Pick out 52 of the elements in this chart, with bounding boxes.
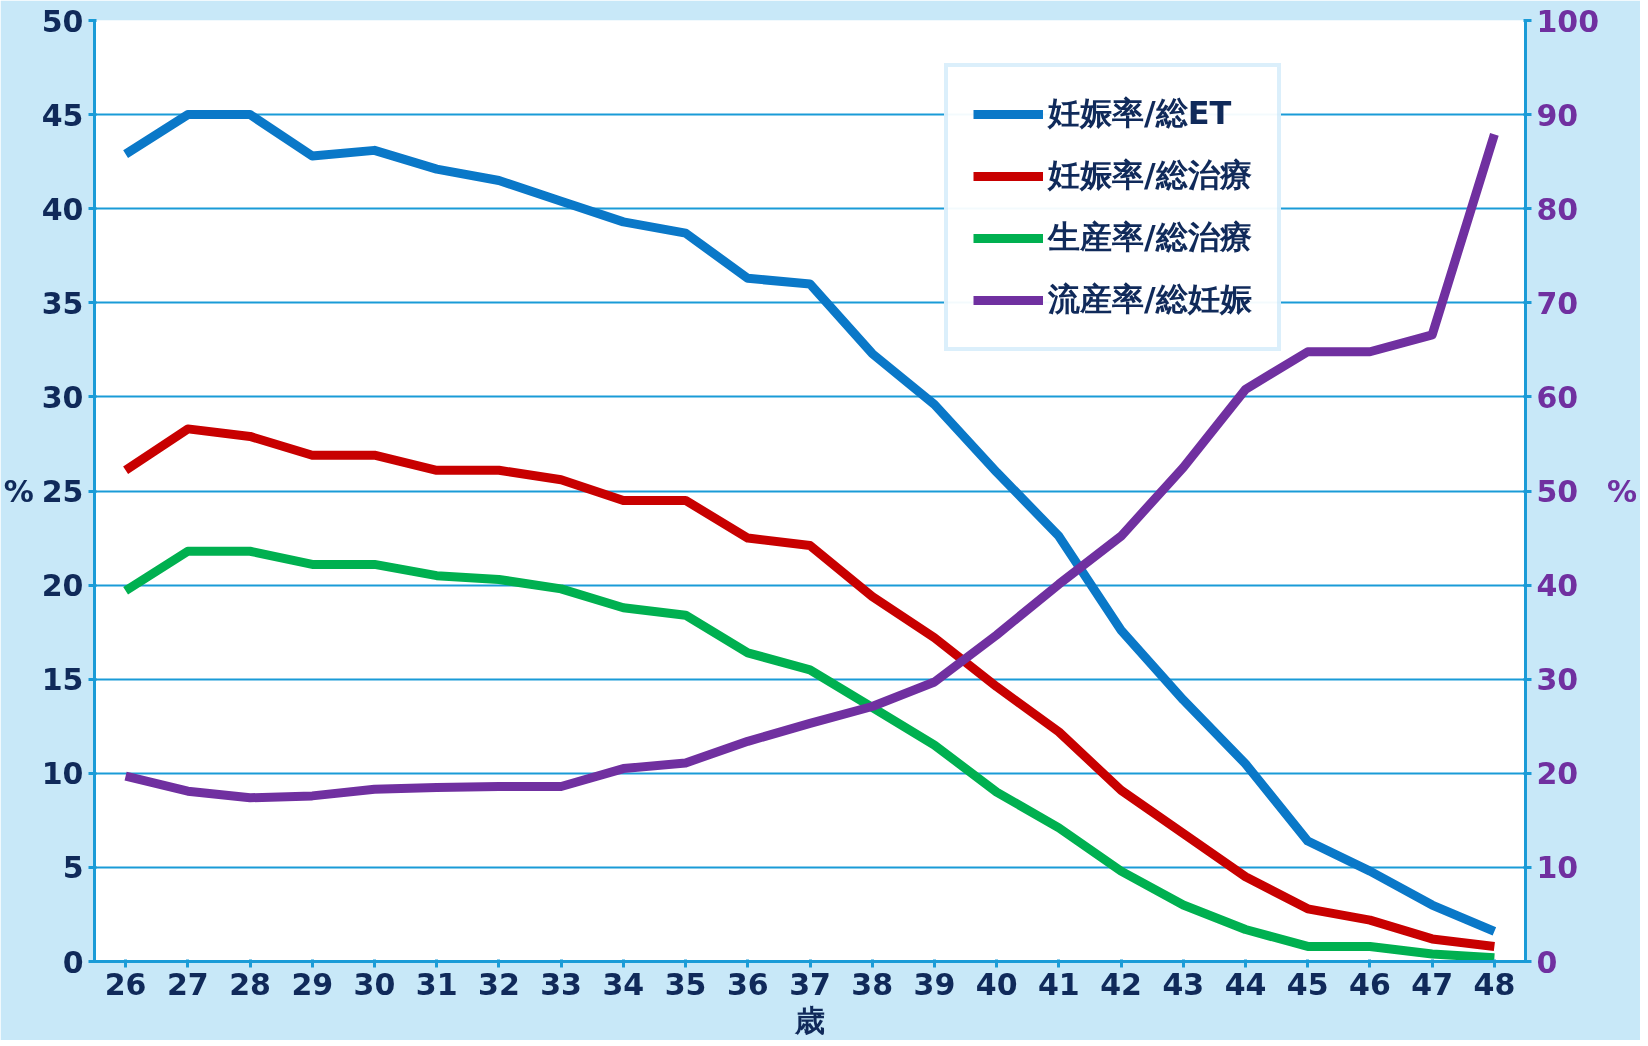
y2-tick-label: 50 — [1536, 474, 1579, 509]
x-tick-label: 42 — [1100, 966, 1142, 1002]
y2-tick-label: 30 — [1536, 662, 1579, 698]
y-tick-label: 15 — [41, 662, 84, 698]
x-tick-label: 47 — [1411, 966, 1454, 1002]
x-tick-label: 28 — [229, 966, 271, 1002]
y2-tick-label: 100 — [1536, 3, 1600, 39]
x-tick-label: 29 — [291, 966, 334, 1002]
x-tick-label: 39 — [913, 966, 956, 1002]
y2-tick-label: 10 — [1536, 850, 1579, 886]
x-tick-label: 40 — [975, 966, 1018, 1002]
x-axis-title: 歳 — [794, 1002, 825, 1038]
x-tick-label: 26 — [104, 966, 147, 1002]
y-tick-label: 5 — [62, 850, 84, 886]
x-tick-label: 31 — [415, 966, 458, 1002]
y-tick-label: 30 — [41, 379, 84, 415]
x-tick-label: 41 — [1038, 966, 1080, 1002]
x-tick-label: 38 — [851, 966, 894, 1002]
x-tick-label: 30 — [353, 966, 396, 1002]
legend-label: 流産率/総妊娠 — [1048, 279, 1252, 320]
x-tick-label: 33 — [540, 966, 583, 1002]
y-tick-label: 0 — [62, 944, 84, 980]
x-tick-label: 36 — [726, 966, 769, 1002]
x-tick-label: 48 — [1473, 966, 1516, 1002]
y2-axis-title: % — [1607, 473, 1638, 509]
y-axis-title: % — [3, 473, 34, 509]
legend-label: 生産率/総治療 — [1048, 217, 1252, 258]
y-tick-label: 25 — [41, 474, 84, 509]
y2-tick-label: 70 — [1536, 285, 1579, 321]
x-tick-label: 37 — [789, 966, 831, 1002]
y2-tick-label: 0 — [1536, 944, 1558, 980]
y-tick-label: 45 — [41, 97, 84, 133]
x-tick-label: 43 — [1162, 966, 1205, 1002]
x-tick-label: 35 — [664, 966, 707, 1002]
legend-label: 妊娠率/総治療 — [1048, 155, 1252, 196]
y2-tick-label: 60 — [1536, 379, 1579, 415]
x-tick-label: 46 — [1349, 966, 1391, 1002]
x-tick-label: 32 — [478, 966, 520, 1002]
y2-tick-label: 20 — [1536, 756, 1579, 792]
y2-tick-label: 90 — [1536, 97, 1579, 133]
y-tick-label: 35 — [41, 285, 84, 321]
x-tick-label: 45 — [1286, 966, 1329, 1002]
y-tick-label: 50 — [41, 3, 84, 39]
x-tick-label: 44 — [1224, 966, 1267, 1002]
y-tick-label: 40 — [41, 191, 84, 227]
y2-tick-label: 80 — [1536, 191, 1579, 227]
y-tick-label: 10 — [41, 756, 84, 792]
x-tick-label: 34 — [602, 966, 645, 1002]
legend-label: 妊娠率/総ET — [1048, 93, 1232, 134]
x-tick-label: 27 — [166, 966, 209, 1002]
y-tick-label: 20 — [41, 568, 84, 604]
y2-tick-label: 40 — [1536, 568, 1579, 604]
